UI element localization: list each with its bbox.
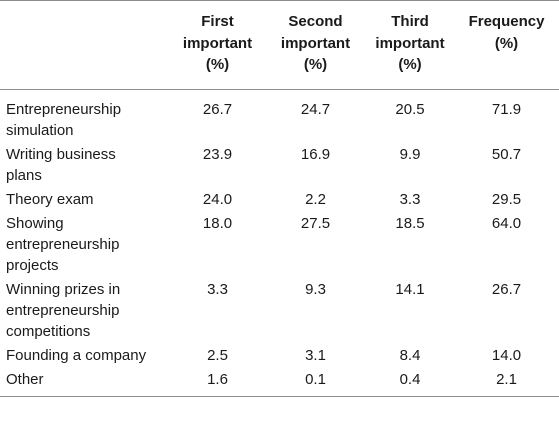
cell-first-important: 3.3 xyxy=(207,281,228,298)
row-label-line: Writing business xyxy=(6,146,116,163)
table-row: Theory exam 24.0 2.2 3.3 29.5 xyxy=(0,186,559,210)
cell-third-important: 8.4 xyxy=(399,347,421,364)
row-label-line: competitions xyxy=(6,323,91,340)
cell-first-important: 24.0 xyxy=(202,191,233,208)
cell-third-important: 20.5 xyxy=(395,101,425,118)
table-row: Entrepreneurship simulation 26.7 24.7 20… xyxy=(0,90,559,142)
header-cell-empty xyxy=(0,0,170,90)
cell-frequency: 50.7 xyxy=(491,146,522,163)
cell-third-important: 18.5 xyxy=(395,215,425,232)
cell-frequency: 29.5 xyxy=(491,191,522,208)
cell-second-important: 16.9 xyxy=(300,146,331,163)
cell-third-important: 14.1 xyxy=(395,281,425,298)
header-line: First xyxy=(201,13,234,30)
table-row: Founding a company 2.5 3.1 8.4 14.0 xyxy=(0,342,559,366)
row-label-line: Founding a company xyxy=(6,347,147,364)
header-line: (%) xyxy=(398,56,422,73)
header-line: important xyxy=(280,34,351,52)
row-label: Founding a company xyxy=(0,342,170,366)
cell-second-important: 27.5 xyxy=(300,215,331,232)
cell-first-important: 18.0 xyxy=(202,215,233,232)
header-line: (%) xyxy=(494,34,519,52)
header-line: (%) xyxy=(303,56,328,73)
cell-frequency: 26.7 xyxy=(491,281,522,298)
cell-second-important: 24.7 xyxy=(300,101,331,118)
table-row: Writing business plans 23.9 16.9 9.9 50.… xyxy=(0,141,559,186)
row-label: Other xyxy=(0,366,170,397)
row-label-line: entrepreneurship xyxy=(6,236,120,253)
row-label-line: simulation xyxy=(6,122,74,139)
header-line: Second xyxy=(288,13,343,30)
row-label: Winning prizes in entrepreneurship compe… xyxy=(0,276,170,342)
cell-second-important: 3.1 xyxy=(305,347,326,364)
cell-frequency: 71.9 xyxy=(491,101,522,118)
row-label-line: plans xyxy=(6,167,42,184)
cell-first-important: 1.6 xyxy=(170,366,265,397)
header-line: Frequency xyxy=(468,13,545,30)
header-line: important xyxy=(375,34,445,52)
row-label-line: Theory exam xyxy=(6,191,94,208)
cell-frequency: 14.0 xyxy=(491,347,522,364)
cell-first-important: 2.5 xyxy=(207,347,228,364)
cell-third-important: 9.9 xyxy=(399,146,421,163)
results-table: First important (%) Second important (%)… xyxy=(0,0,559,397)
table-row: Winning prizes in entrepreneurship compe… xyxy=(0,276,559,342)
cell-second-important: 0.1 xyxy=(265,366,366,397)
row-label: Writing business plans xyxy=(0,141,170,186)
header-cell-frequency: Frequency (%) xyxy=(454,0,559,90)
row-label: Showing entrepreneurship projects xyxy=(0,210,170,276)
header-line: Third xyxy=(391,13,429,30)
header-cell-second-important: Second important (%) xyxy=(265,0,366,90)
header-cell-third-important: Third important (%) xyxy=(366,0,454,90)
row-label-line: Winning prizes in xyxy=(6,281,121,298)
row-label-line: Entrepreneurship xyxy=(6,101,122,118)
cell-second-important: 2.2 xyxy=(305,191,326,208)
row-label-line: projects xyxy=(6,257,59,274)
header-cell-first-important: First important (%) xyxy=(170,0,265,90)
cell-third-important: 3.3 xyxy=(399,191,421,208)
row-label-line: entrepreneurship xyxy=(6,302,120,319)
cell-first-important: 23.9 xyxy=(202,146,233,163)
table-row: Showing entrepreneurship projects 18.0 2… xyxy=(0,210,559,276)
cell-frequency: 64.0 xyxy=(491,215,522,232)
cell-third-important: 0.4 xyxy=(366,366,454,397)
row-label-line: Other xyxy=(6,371,44,388)
table-row: Other 1.6 0.1 0.4 2.1 xyxy=(0,366,559,397)
cell-first-important: 26.7 xyxy=(202,101,233,118)
cell-second-important: 9.3 xyxy=(305,281,326,298)
header-line: (%) xyxy=(205,56,230,73)
row-label: Entrepreneurship simulation xyxy=(0,90,170,142)
table-header-row: First important (%) Second important (%)… xyxy=(0,0,559,90)
cell-frequency: 2.1 xyxy=(454,366,559,397)
row-label: Theory exam xyxy=(0,186,170,210)
header-line: important xyxy=(182,34,253,52)
row-label-line: Showing xyxy=(6,215,64,232)
